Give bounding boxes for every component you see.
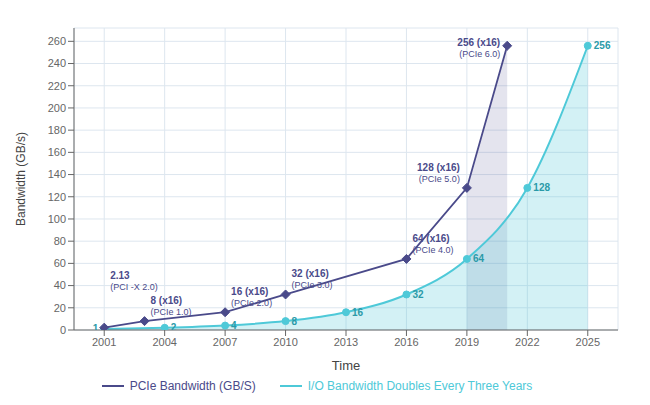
svg-text:200: 200 [48,102,66,114]
svg-text:2007: 2007 [213,336,237,348]
svg-text:2001: 2001 [92,336,116,348]
svg-text:40: 40 [54,279,66,291]
svg-text:32 (x16): 32 (x16) [292,268,329,279]
svg-text:260: 260 [48,35,66,47]
svg-text:(PCIe 2.0): (PCIe 2.0) [231,298,272,308]
svg-text:2010: 2010 [273,336,297,348]
svg-text:2022: 2022 [515,336,539,348]
svg-text:240: 240 [48,57,66,69]
svg-text:2.13: 2.13 [110,270,130,281]
html-text:I/O Bandwidth Doubles Every Th: I/O Bandwidth Doubles Every Three Years [307,379,533,393]
svg-text:80: 80 [54,235,66,247]
svg-text:16: 16 [352,307,364,318]
svg-text:0: 0 [60,324,66,336]
svg-text:2025: 2025 [576,336,600,348]
svg-text:100: 100 [48,213,66,225]
svg-text:8 (x16): 8 (x16) [151,295,183,306]
svg-text:(PCIe 5.0): (PCIe 5.0) [419,174,460,184]
svg-text:Time: Time [332,358,360,373]
svg-text:60: 60 [54,257,66,269]
svg-text:8: 8 [292,316,298,327]
svg-text:32: 32 [412,289,424,300]
svg-text:(PCIe 1.0): (PCIe 1.0) [151,307,192,317]
svg-text:2016: 2016 [394,336,418,348]
svg-text:128: 128 [533,182,550,193]
html-text:PCIe Bandwidth (GB/S): PCIe Bandwidth (GB/S) [129,379,256,393]
svg-text:160: 160 [48,146,66,158]
svg-text:2019: 2019 [455,336,479,348]
svg-text:16 (x16): 16 (x16) [231,286,268,297]
svg-text:(PCIe 4.0): (PCIe 4.0) [412,245,453,255]
svg-text:1: 1 [93,323,99,330]
svg-text:64 (x16): 64 (x16) [412,233,449,244]
svg-text:4: 4 [231,320,237,330]
svg-text:Bandwidth (GB/s): Bandwidth (GB/s) [14,132,28,226]
svg-text:140: 140 [48,168,66,180]
svg-text:220: 220 [48,80,66,92]
svg-text:2004: 2004 [152,336,176,348]
svg-text:2013: 2013 [334,336,358,348]
svg-text:64: 64 [473,253,485,264]
svg-text:180: 180 [48,124,66,136]
svg-text:2: 2 [171,322,177,330]
svg-text:128 (x16): 128 (x16) [417,162,460,173]
svg-text:256 (x16): 256 (x16) [457,37,500,48]
svg-text:256: 256 [594,40,611,51]
svg-text:(PCI -X 2.0): (PCI -X 2.0) [110,282,158,292]
svg-text:20: 20 [54,302,66,314]
svg-text:120: 120 [48,191,66,203]
svg-text:(PCIe 6.0): (PCIe 6.0) [459,49,500,59]
svg-text:(PCIe 3.0): (PCIe 3.0) [292,280,333,290]
